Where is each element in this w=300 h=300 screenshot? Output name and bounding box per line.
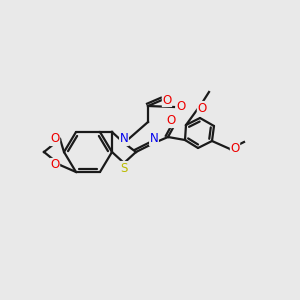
Text: O: O xyxy=(176,100,186,113)
Text: O: O xyxy=(50,133,60,146)
Text: O: O xyxy=(167,115,176,128)
Text: O: O xyxy=(230,142,240,155)
Text: O: O xyxy=(162,94,172,106)
Text: O: O xyxy=(197,101,207,115)
Text: O: O xyxy=(50,158,60,172)
Text: N: N xyxy=(150,133,158,146)
Text: S: S xyxy=(120,161,128,175)
Text: N: N xyxy=(120,133,128,146)
